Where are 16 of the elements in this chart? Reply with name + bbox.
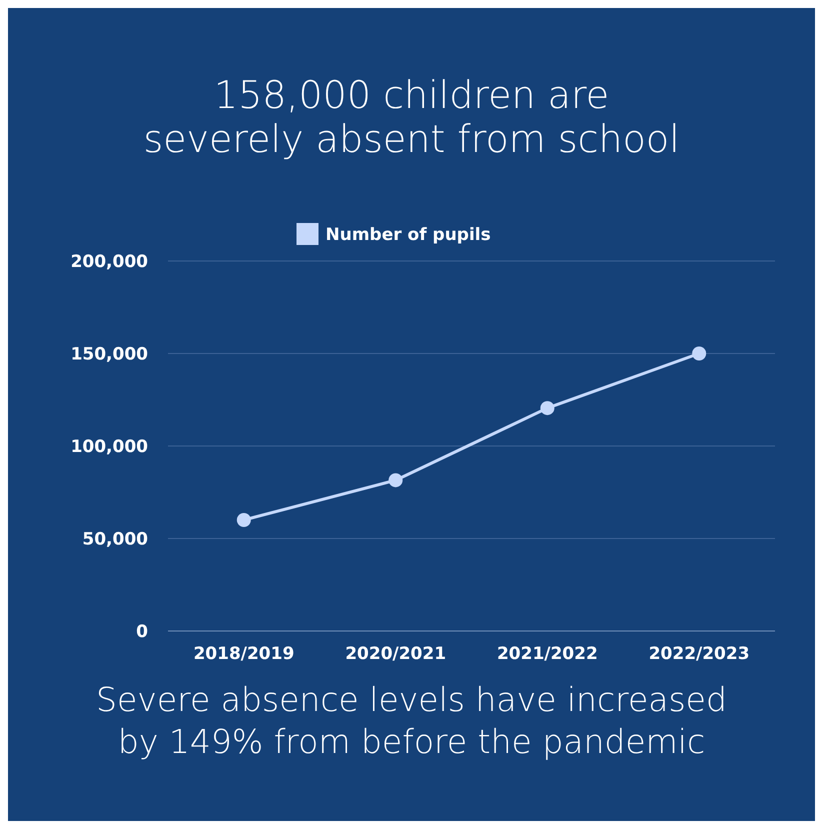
point	[388, 473, 403, 488]
point	[540, 401, 554, 416]
y-tick-label: 50,000	[82, 529, 148, 550]
x-tick-label: 2022/2023	[648, 644, 750, 664]
x-tick-label: 2018/2019	[193, 644, 294, 664]
x-tick-label: 2021/2022	[496, 644, 598, 664]
point	[236, 513, 251, 527]
text: Severe absence levels have increased by 149% from before the pandemic	[96, 680, 727, 761]
y-tick-label: 100,000	[70, 436, 148, 457]
point	[692, 346, 706, 360]
y-tick-label: 150,000	[70, 344, 148, 364]
legend-label: Number of pupils	[326, 225, 491, 245]
y-tick-label: 200,000	[70, 252, 148, 272]
x-tick-label: 2020/2021	[345, 644, 446, 664]
chart-title: 158,000 children are severely absent from school	[143, 73, 680, 161]
y-tick-label: 0	[136, 622, 148, 642]
